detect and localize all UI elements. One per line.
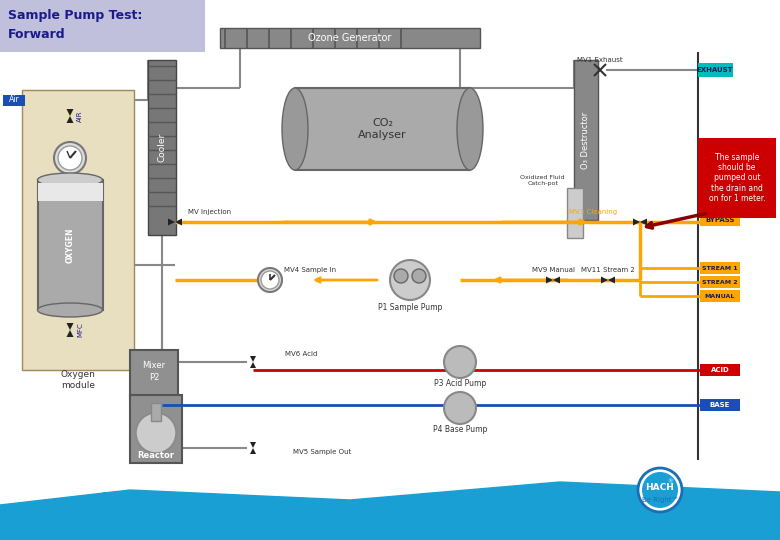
- Ellipse shape: [282, 88, 308, 170]
- Text: CO₂
Analyser: CO₂ Analyser: [358, 118, 407, 140]
- Bar: [220, 28, 480, 48]
- Polygon shape: [250, 442, 256, 448]
- Bar: [567, 188, 583, 238]
- Bar: [0, 470, 780, 540]
- Bar: [698, 63, 733, 77]
- Circle shape: [412, 269, 426, 283]
- Text: MV11 Stream 2: MV11 Stream 2: [581, 267, 635, 273]
- Circle shape: [118, 491, 126, 499]
- Text: MV1 Exhaust: MV1 Exhaust: [577, 57, 622, 63]
- Polygon shape: [553, 276, 560, 284]
- Text: Oxygen
module: Oxygen module: [61, 370, 95, 390]
- Bar: [38, 180, 103, 310]
- Text: MV6 Acid: MV6 Acid: [285, 351, 317, 357]
- Polygon shape: [66, 109, 73, 116]
- Text: MV5 Sample Out: MV5 Sample Out: [293, 449, 351, 455]
- Bar: [151, 403, 161, 421]
- Circle shape: [638, 468, 682, 512]
- Bar: [700, 290, 740, 302]
- Text: Ozone Generator: Ozone Generator: [308, 33, 392, 43]
- Text: MANUAL: MANUAL: [705, 294, 736, 299]
- Bar: [22, 90, 134, 370]
- Bar: [700, 364, 740, 376]
- Text: Mixer: Mixer: [143, 361, 165, 370]
- Text: ACID: ACID: [711, 367, 729, 373]
- Polygon shape: [0, 482, 780, 540]
- Polygon shape: [250, 448, 256, 454]
- Bar: [295, 88, 470, 170]
- Circle shape: [390, 260, 430, 300]
- Text: BASE: BASE: [710, 402, 730, 408]
- Polygon shape: [250, 356, 256, 362]
- Text: ®: ®: [667, 480, 672, 484]
- Polygon shape: [250, 362, 256, 368]
- Text: Air: Air: [9, 96, 20, 105]
- Text: O₃ Destructor: O₃ Destructor: [582, 111, 590, 168]
- Text: P2: P2: [149, 374, 159, 382]
- Text: BYPASS: BYPASS: [705, 217, 735, 223]
- Text: P3 Acid Pump: P3 Acid Pump: [434, 380, 486, 388]
- Circle shape: [54, 142, 86, 174]
- Text: MFC: MFC: [77, 322, 83, 338]
- Text: AIR: AIR: [77, 110, 83, 122]
- Text: P4 Base Pump: P4 Base Pump: [433, 426, 488, 435]
- Circle shape: [444, 346, 476, 378]
- Polygon shape: [66, 116, 73, 123]
- Text: Forward: Forward: [8, 29, 66, 42]
- Polygon shape: [546, 276, 553, 284]
- Circle shape: [642, 472, 678, 508]
- Text: Reactor: Reactor: [137, 450, 175, 460]
- Bar: [700, 262, 740, 274]
- Bar: [574, 60, 598, 220]
- Polygon shape: [640, 219, 647, 226]
- Text: EXHAUST: EXHAUST: [697, 67, 733, 73]
- Circle shape: [258, 268, 282, 292]
- Text: OXYGEN: OXYGEN: [66, 227, 75, 263]
- Ellipse shape: [457, 88, 483, 170]
- Bar: [130, 350, 178, 400]
- Text: STREAM 2: STREAM 2: [702, 280, 738, 285]
- Bar: [38, 183, 103, 201]
- Polygon shape: [66, 323, 73, 330]
- Circle shape: [136, 413, 176, 453]
- Bar: [148, 60, 176, 235]
- Text: Tector: Tector: [145, 492, 218, 512]
- Circle shape: [261, 271, 279, 289]
- Text: The sample
should be
pumped out
the drain and
on for 1 meter.: The sample should be pumped out the drai…: [709, 153, 765, 203]
- Text: MV3 Cleaning: MV3 Cleaning: [569, 209, 617, 215]
- Ellipse shape: [37, 173, 102, 187]
- Text: Be Right™: Be Right™: [642, 497, 679, 503]
- Polygon shape: [168, 219, 175, 226]
- Polygon shape: [175, 219, 182, 226]
- Bar: [700, 276, 740, 288]
- Text: Oxidized Fluid
Catch-pot: Oxidized Fluid Catch-pot: [520, 175, 565, 186]
- Bar: [3, 95, 25, 106]
- Ellipse shape: [37, 303, 102, 317]
- Text: MV9 Manual: MV9 Manual: [531, 267, 575, 273]
- Text: Cooler: Cooler: [158, 133, 166, 162]
- Bar: [130, 395, 182, 463]
- Text: MV4 Sample In: MV4 Sample In: [284, 267, 336, 273]
- Circle shape: [444, 392, 476, 424]
- Circle shape: [394, 269, 408, 283]
- Polygon shape: [608, 276, 615, 284]
- Polygon shape: [66, 330, 73, 337]
- Polygon shape: [601, 276, 608, 284]
- Text: STREAM 1: STREAM 1: [702, 266, 738, 271]
- Text: Sample Pump Test:: Sample Pump Test:: [8, 9, 143, 22]
- Bar: [700, 399, 740, 411]
- Text: HACH: HACH: [646, 483, 675, 492]
- Bar: [698, 138, 776, 218]
- Text: MV Injection: MV Injection: [189, 209, 232, 215]
- Text: Bio: Bio: [100, 492, 137, 512]
- Circle shape: [58, 146, 82, 170]
- Text: P1 Sample Pump: P1 Sample Pump: [378, 303, 442, 313]
- Bar: [0, 0, 205, 52]
- Polygon shape: [633, 219, 640, 226]
- Bar: [700, 214, 740, 226]
